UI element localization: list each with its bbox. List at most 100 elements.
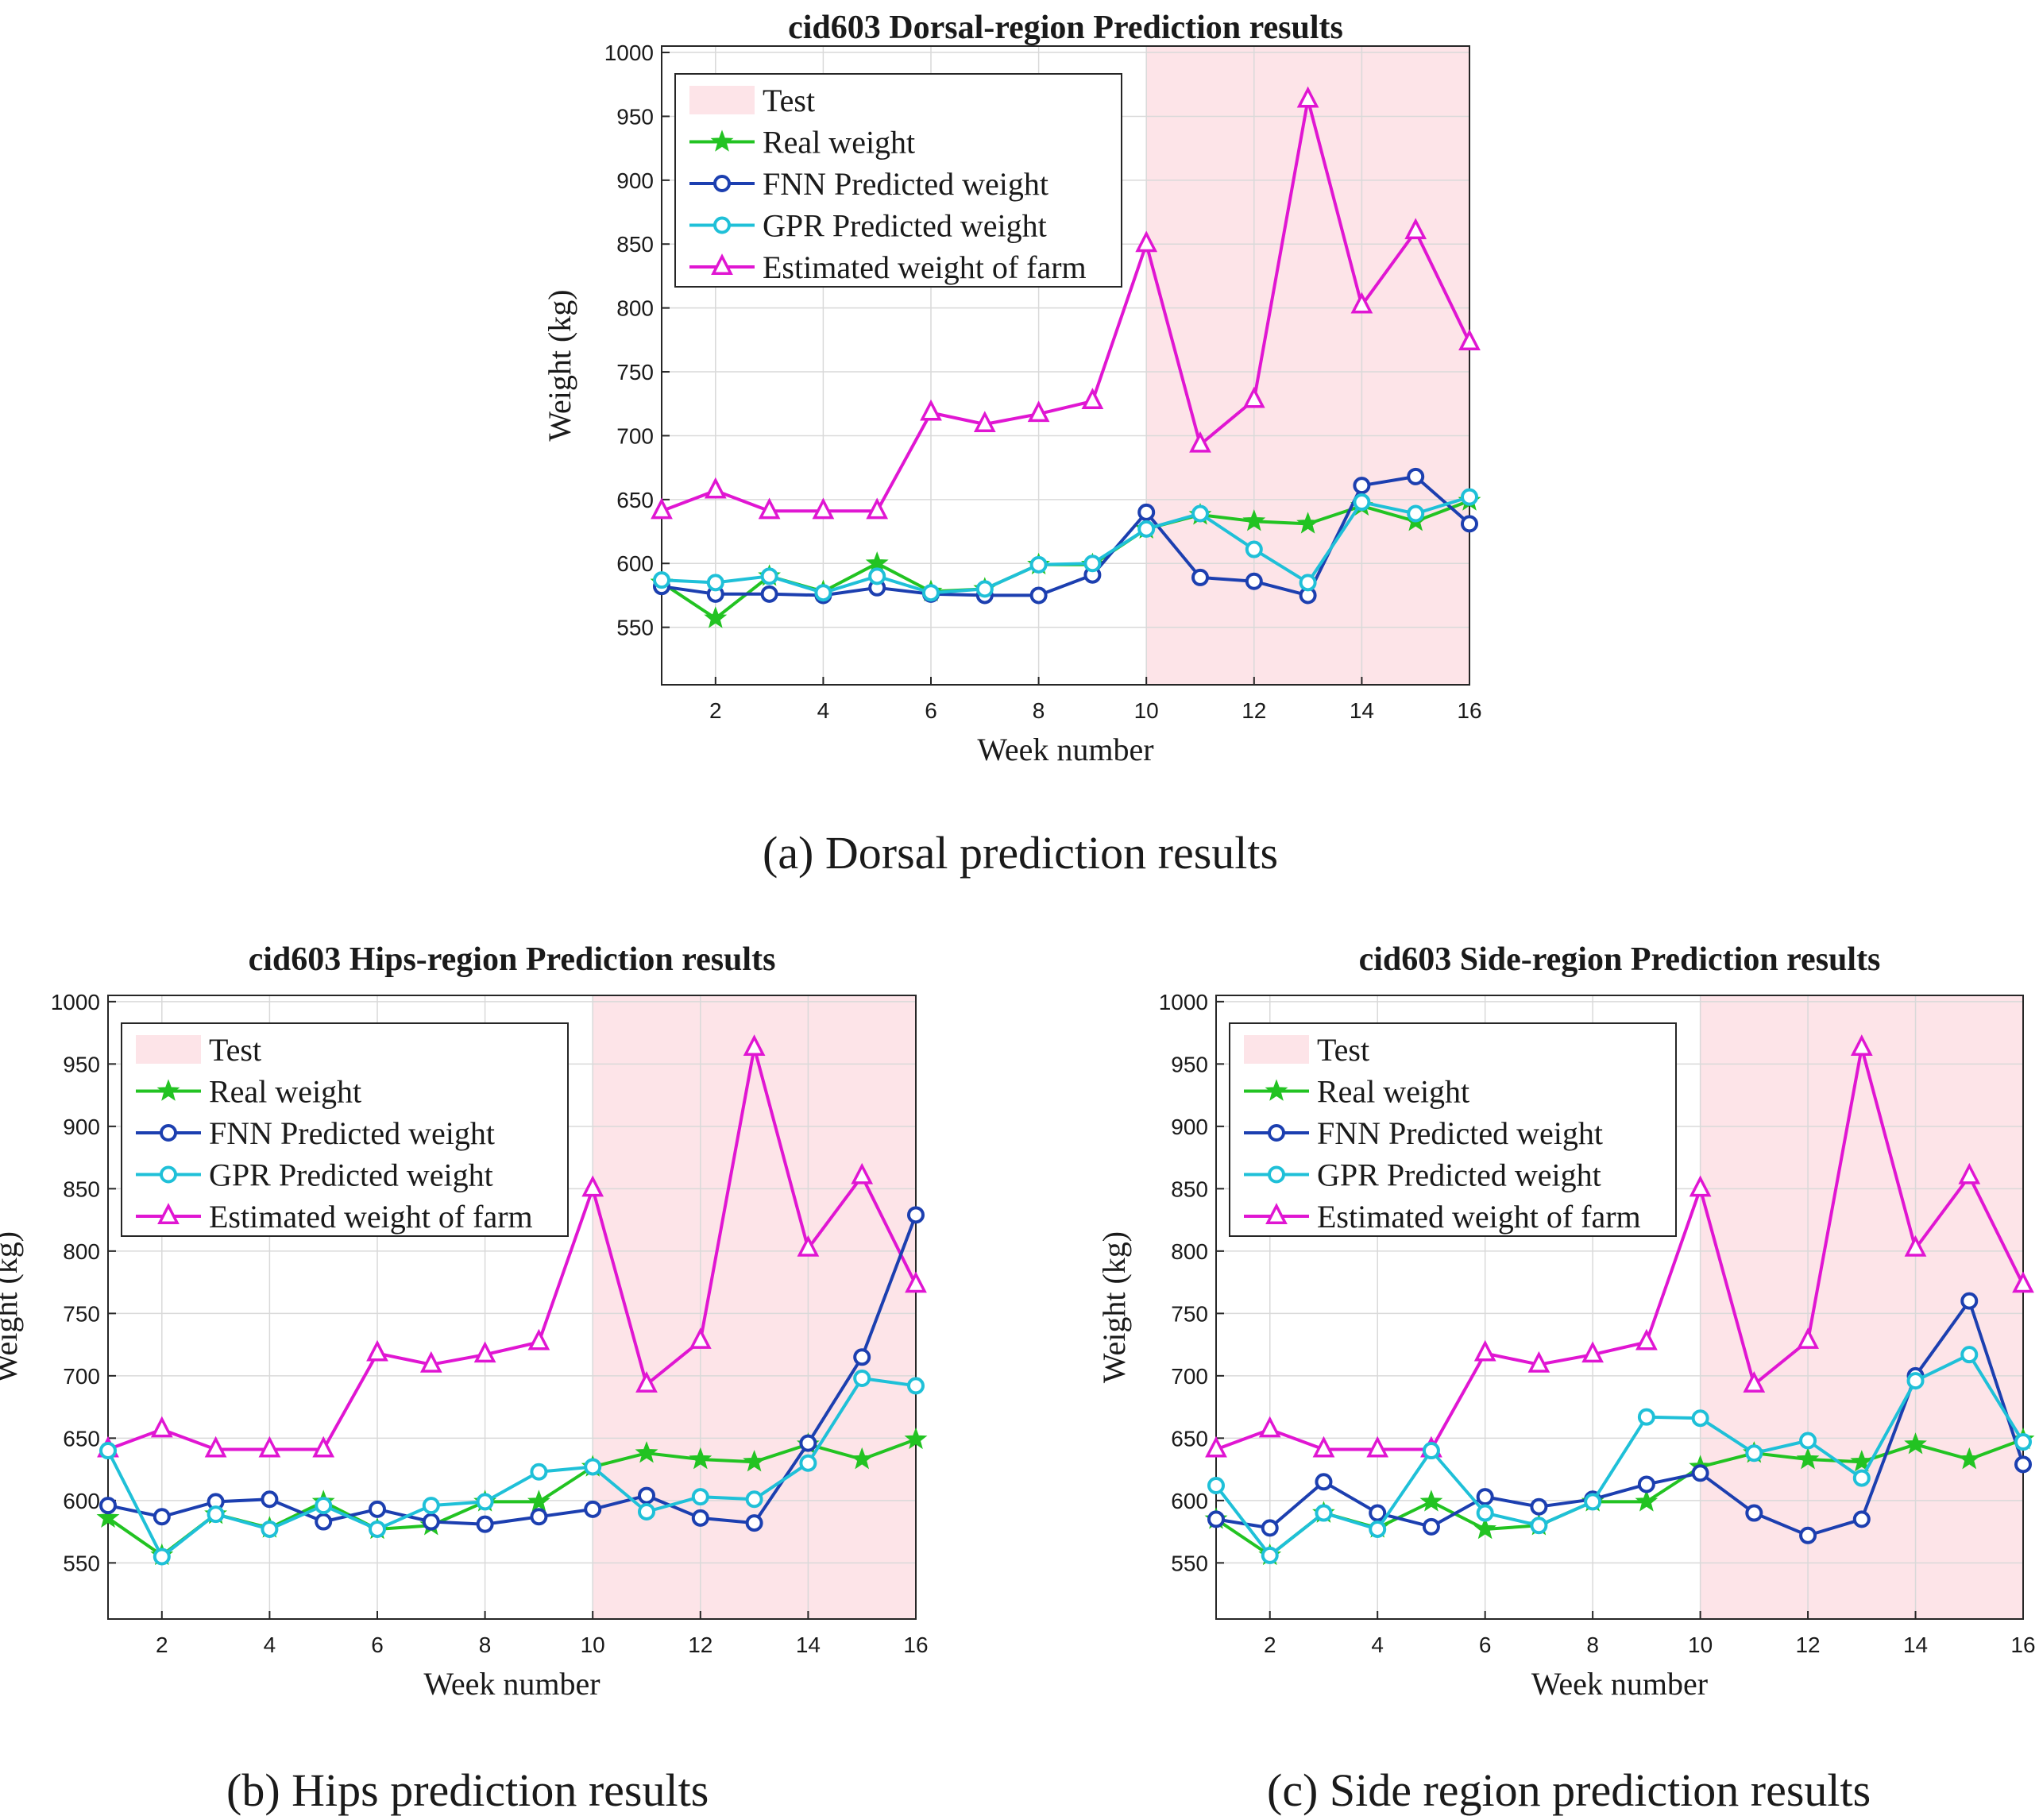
data-point-farm [651, 497, 673, 520]
series-line-gpr [106, 1377, 917, 1559]
data-point-gpr [530, 1463, 548, 1481]
data-point-farm [1743, 1370, 1766, 1393]
data-point-fnn [1691, 1464, 1709, 1482]
legend-marker-farm [1265, 1203, 1288, 1225]
x-tick-label: 6 [925, 698, 937, 723]
y-tick-label: 800 [1171, 1239, 1208, 1264]
data-point-real [1796, 1447, 1820, 1470]
x-tick-label: 14 [796, 1633, 821, 1657]
data-point-fnn [1637, 1475, 1655, 1493]
caption-b: (b) Hips prediction results [226, 1764, 709, 1816]
legend-label-farm: Estimated weight of farm [209, 1199, 533, 1235]
data-point-gpr [1799, 1432, 1817, 1450]
data-point-farm [704, 477, 727, 499]
data-point-real [527, 1490, 550, 1512]
data-point-gpr [315, 1497, 333, 1515]
legend-marker-fnn [1268, 1124, 1285, 1142]
series-line-fnn [1215, 1299, 2025, 1537]
y-tick-label: 850 [616, 232, 654, 257]
y-tick-label: 900 [63, 1115, 100, 1139]
data-point-gpr [1315, 1504, 1333, 1522]
series-line-gpr [1215, 1353, 2025, 1557]
data-point-gpr [653, 571, 670, 589]
y-tick-label: 750 [63, 1301, 100, 1326]
data-point-gpr [638, 1502, 655, 1521]
data-point-gpr [153, 1548, 171, 1566]
data-point-farm [527, 1328, 550, 1351]
data-point-gpr [1584, 1493, 1602, 1511]
data-point-farm [312, 1436, 335, 1458]
series-line-farm [107, 1045, 917, 1451]
data-point-farm [866, 497, 889, 520]
data-point-farm [851, 1162, 874, 1184]
x-tick-label: 6 [1479, 1633, 1492, 1657]
y-tick-label: 650 [1171, 1426, 1208, 1451]
data-point-fnn [1207, 1510, 1225, 1528]
data-point-fnn [1029, 586, 1048, 605]
data-point-fnn [853, 1348, 871, 1366]
legend-marker-farm [711, 253, 733, 276]
legend-label-fnn: FNN Predicted weight [209, 1115, 495, 1151]
data-point-gpr [1530, 1517, 1548, 1535]
data-point-gpr [1083, 555, 1102, 573]
legend-label-fnn: FNN Predicted weight [1317, 1115, 1603, 1151]
data-point-farm [2012, 1271, 2034, 1293]
data-point-fnn [745, 1514, 763, 1532]
legend-label-real: Real weight [209, 1074, 361, 1110]
legend-marker-real [156, 1079, 180, 1101]
y-tick-label: 800 [63, 1239, 100, 1264]
y-tick-label: 1000 [1159, 990, 1208, 1014]
x-tick-label: 8 [1586, 1633, 1599, 1657]
data-point-farm [419, 1351, 442, 1373]
data-point-fnn [99, 1497, 117, 1515]
data-point-fnn [584, 1500, 602, 1518]
data-point-fnn [799, 1434, 817, 1452]
legend-label-fnn: FNN Predicted weight [763, 166, 1048, 202]
legend-label-test: Test [763, 83, 815, 118]
data-point-farm [1581, 1341, 1604, 1363]
data-point-fnn [476, 1515, 494, 1533]
data-point-fnn [1530, 1497, 1548, 1516]
x-tick-label: 2 [156, 1633, 168, 1657]
data-point-gpr [1422, 1442, 1440, 1460]
legend: Test Real weight FNN Predicted weight GPR P… [1229, 1022, 1677, 1237]
data-point-real [1419, 1490, 1443, 1512]
data-point-fnn [1960, 1292, 1979, 1310]
data-point-gpr [1191, 504, 1209, 523]
y-tick-label: 900 [1171, 1115, 1208, 1139]
data-point-fnn [1745, 1504, 1763, 1522]
data-point-fnn [530, 1508, 548, 1526]
legend: Test Real weight FNN Predicted weight GPR P… [121, 1022, 569, 1237]
y-tick-label: 550 [1171, 1551, 1208, 1575]
chart-dorsal: cid603 Dorsal-region Prediction results 2… [542, 10, 1482, 767]
data-point-farm [758, 497, 781, 520]
data-point-real [743, 1450, 767, 1472]
data-point-gpr [814, 584, 832, 602]
data-point-farm [689, 1327, 712, 1349]
data-point-farm [1635, 1328, 1658, 1351]
data-point-farm [1258, 1416, 1281, 1438]
data-point-fnn [1369, 1504, 1387, 1522]
y-tick-label: 950 [63, 1052, 100, 1076]
data-point-farm [812, 497, 835, 520]
data-point-gpr [745, 1490, 763, 1509]
chart-title: cid603 Side-region Prediction results [1359, 941, 1881, 978]
axes-box [107, 995, 917, 1620]
x-tick-label: 2 [709, 698, 722, 723]
data-point-gpr [868, 567, 886, 585]
data-point-fnn [1245, 572, 1263, 590]
data-point-real [1850, 1450, 1874, 1472]
chart-title: cid603 Dorsal-region Prediction results [788, 10, 1343, 46]
data-point-fnn [1137, 503, 1156, 521]
y-axis-label: Weight (kg) [0, 1231, 24, 1383]
x-tick-label: 2 [1264, 1633, 1276, 1657]
data-point-fnn [1422, 1517, 1440, 1536]
data-point-gpr [1245, 540, 1263, 558]
x-tick-label: 4 [264, 1633, 276, 1657]
x-tick-label: 8 [1033, 698, 1045, 723]
data-point-farm [1027, 400, 1050, 423]
data-point-gpr [207, 1505, 225, 1524]
x-tick-label: 12 [1242, 698, 1266, 723]
data-point-farm [1797, 1327, 1819, 1349]
